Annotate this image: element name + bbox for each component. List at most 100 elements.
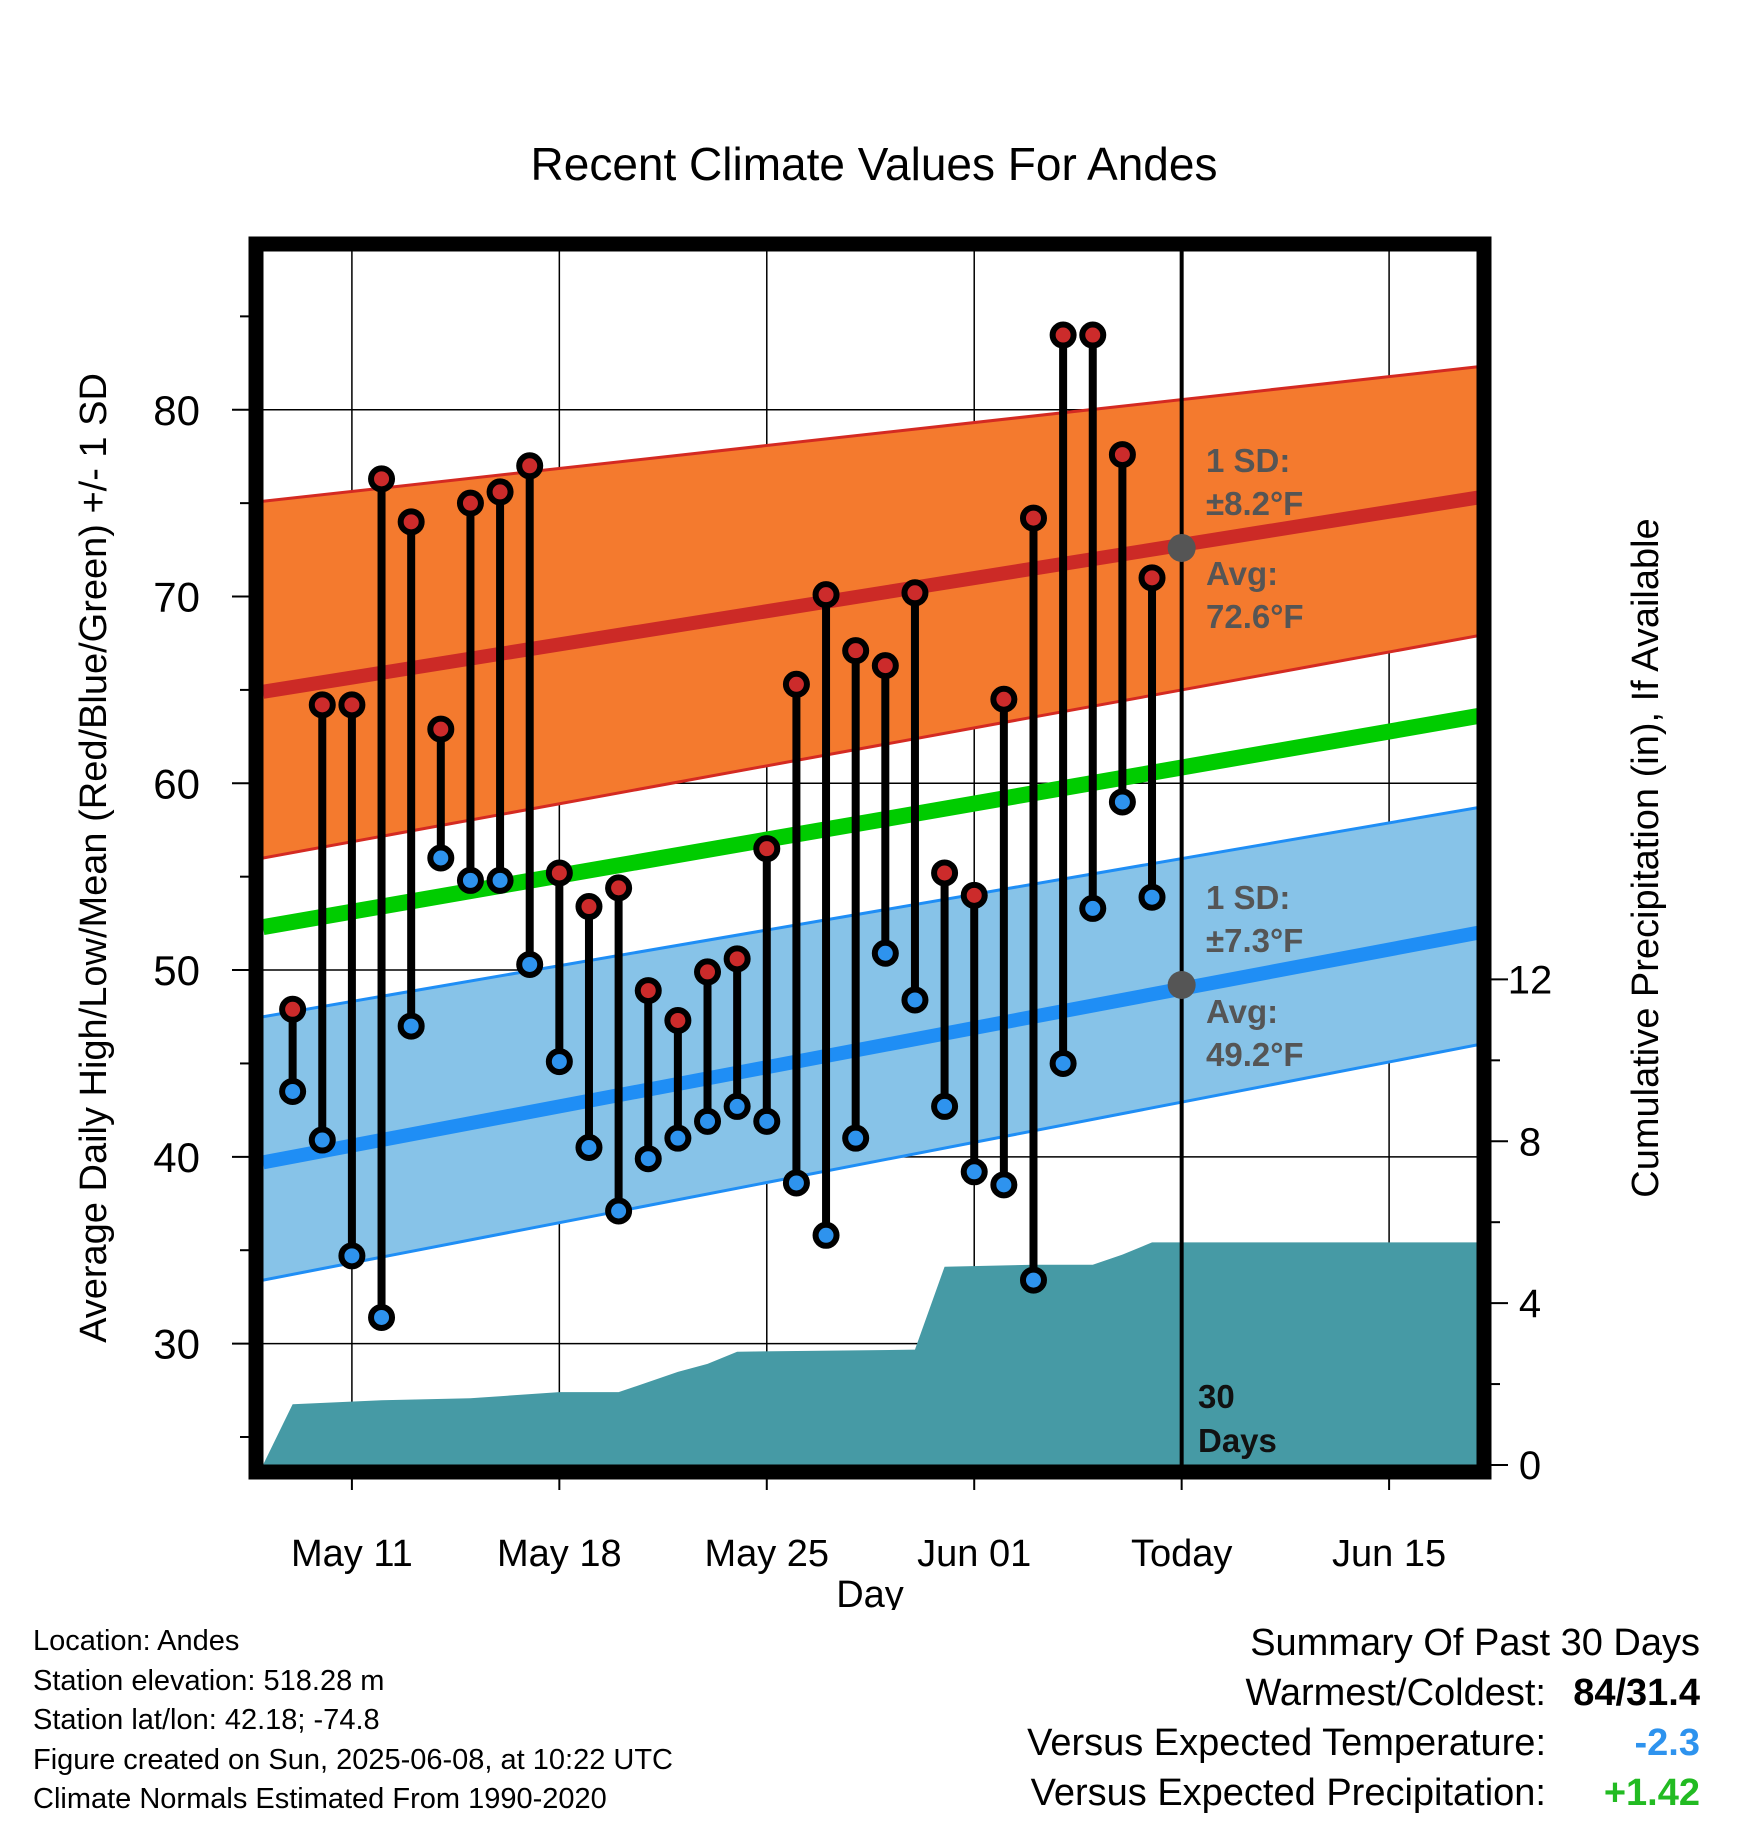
precip-value: +1.42 (1603, 1772, 1700, 1814)
high-temp-point (634, 977, 662, 1005)
low-temp-point (427, 844, 455, 872)
low-sd-value: ±7.3°F (1206, 922, 1303, 959)
low-temp-point (575, 1133, 603, 1161)
y-tick-label: 70 (153, 574, 200, 621)
high-temp-point (901, 579, 929, 607)
y-tick-label: 80 (153, 387, 200, 434)
created-text: Figure created on Sun, 2025-06-08, at 10… (33, 1743, 673, 1776)
x-tick-label: Jun 01 (917, 1533, 1031, 1575)
low-temp-point (516, 950, 544, 978)
high-temp-point (842, 637, 870, 665)
low-avg-value: 49.2°F (1206, 1036, 1304, 1073)
low-avg-label: Avg: (1206, 993, 1278, 1030)
y2-axis-label: Cumulative Precipitation (in), If Availa… (1625, 518, 1667, 1197)
low-sd-band-upper-edge (263, 806, 1478, 1019)
low-temp-point (338, 1242, 366, 1270)
precip-row: Versus Expected Precipitation: +1.42 (1027, 1768, 1700, 1818)
plot-overlay: 1 SD: ±8.2°F Avg: 72.6°F 1 SD: ±7.3°F Avg: 49.2… (279, 251, 1304, 1465)
high-temp-point (990, 685, 1018, 713)
high-temp-point (279, 995, 307, 1023)
elevation-text: Station elevation: 518.28 m (33, 1664, 385, 1697)
summary-title: Summary Of Past 30 Days (1250, 1622, 1700, 1664)
summary-panel: Summary Of Past 30 Days Warmest/Coldest:… (1027, 1618, 1700, 1818)
low-temp-point (634, 1145, 662, 1173)
latlon-text: Station lat/lon: 42.18; -74.8 (33, 1704, 380, 1736)
high-temp-point (575, 893, 603, 921)
high-temp-point (723, 945, 751, 973)
today-high-avg-marker (1167, 533, 1196, 562)
high-sd-band-lower-edge (263, 634, 1478, 860)
low-temp-point (397, 1012, 425, 1040)
high-sd-band (263, 366, 1478, 858)
warmest-value: 84/31.4 (1573, 1672, 1700, 1714)
high-sd-value: ±8.2°F (1206, 485, 1303, 522)
plot-area (263, 251, 1478, 1465)
high-sd-band-upper-edge (263, 365, 1478, 503)
low-temp-point (605, 1197, 633, 1225)
high-temp-point (1079, 321, 1107, 349)
low-sd-band-lower-edge (263, 1043, 1478, 1282)
low-temp-point (1019, 1266, 1047, 1294)
y-tick-label: 50 (153, 947, 200, 994)
low-sd-label: 1 SD: (1206, 879, 1290, 916)
x-tick-label: May 18 (497, 1533, 622, 1575)
high-temp-point (694, 958, 722, 986)
x-tick-label: May 25 (704, 1533, 829, 1575)
climate-chart: Recent Climate Values For Andes 1 SD: ±8.… (73, 138, 1667, 1610)
x-axis-label: Day (836, 1574, 904, 1610)
low-temp-point (723, 1092, 751, 1120)
low-temp-point (279, 1077, 307, 1105)
days-count-label: 30 (1198, 1378, 1235, 1415)
y2-tick-label: 12 (1508, 958, 1553, 1002)
high-temp-point (1138, 564, 1166, 592)
high-temp-point (486, 478, 514, 506)
low-temp-point (368, 1303, 396, 1331)
temp-row: Versus Expected Temperature: -2.3 (1027, 1718, 1700, 1768)
low-temp-point (1138, 883, 1166, 911)
station-info: Location: Andes Station elevation: 518.2… (33, 1622, 673, 1820)
high-temp-point (516, 452, 544, 480)
high-temp-point (664, 1006, 692, 1034)
high-temp-point (782, 670, 810, 698)
low-temp-point (1049, 1049, 1077, 1077)
low-temp-point (901, 986, 929, 1014)
high-temp-point (338, 691, 366, 719)
low-temp-point (1108, 788, 1136, 816)
y2-tick-label: 8 (1519, 1120, 1541, 1164)
y-tick-label: 60 (153, 760, 200, 807)
days-word-label: Days (1198, 1422, 1277, 1459)
low-temp-point (842, 1124, 870, 1152)
normals-text: Climate Normals Estimated From 1990-2020 (33, 1783, 607, 1815)
low-temp-point (871, 939, 899, 967)
today-low-avg-marker (1167, 971, 1196, 1000)
high-avg-label: Avg: (1206, 555, 1278, 592)
high-temp-point (1108, 441, 1136, 469)
axes: May 11 May 18 May 25 Jun 01 Today Jun 1530405… (153, 315, 1553, 1575)
temp-label: Versus Expected Temperature: (1027, 1722, 1546, 1764)
low-temp-point (753, 1107, 781, 1135)
low-temp-point (960, 1158, 988, 1186)
low-temp-point (990, 1171, 1018, 1199)
y-axis-label: Average Daily High/Low/Mean (Red/Blue/Gr… (73, 373, 115, 1343)
high-temp-point (931, 859, 959, 887)
x-tick-label: Today (1131, 1533, 1232, 1575)
low-temp-point (931, 1092, 959, 1120)
high-temp-point (960, 881, 988, 909)
high-temp-point (871, 652, 899, 680)
low-temp-point (694, 1107, 722, 1135)
y-tick-label: 30 (153, 1321, 200, 1368)
high-temp-point (427, 715, 455, 743)
low-temp-point (782, 1169, 810, 1197)
low-temp-point (812, 1221, 840, 1249)
temp-value: -2.3 (1634, 1722, 1700, 1764)
high-temp-point (812, 581, 840, 609)
high-temp-point (308, 691, 336, 719)
low-temp-point (1079, 894, 1107, 922)
high-sd-label: 1 SD: (1206, 442, 1290, 479)
low-temp-point (486, 866, 514, 894)
warmest-label: Warmest/Coldest: (1245, 1672, 1546, 1714)
high-temp-point (1049, 321, 1077, 349)
y2-tick-label: 0 (1519, 1444, 1541, 1488)
x-tick-label: May 11 (291, 1533, 413, 1575)
high-temp-point (753, 835, 781, 863)
